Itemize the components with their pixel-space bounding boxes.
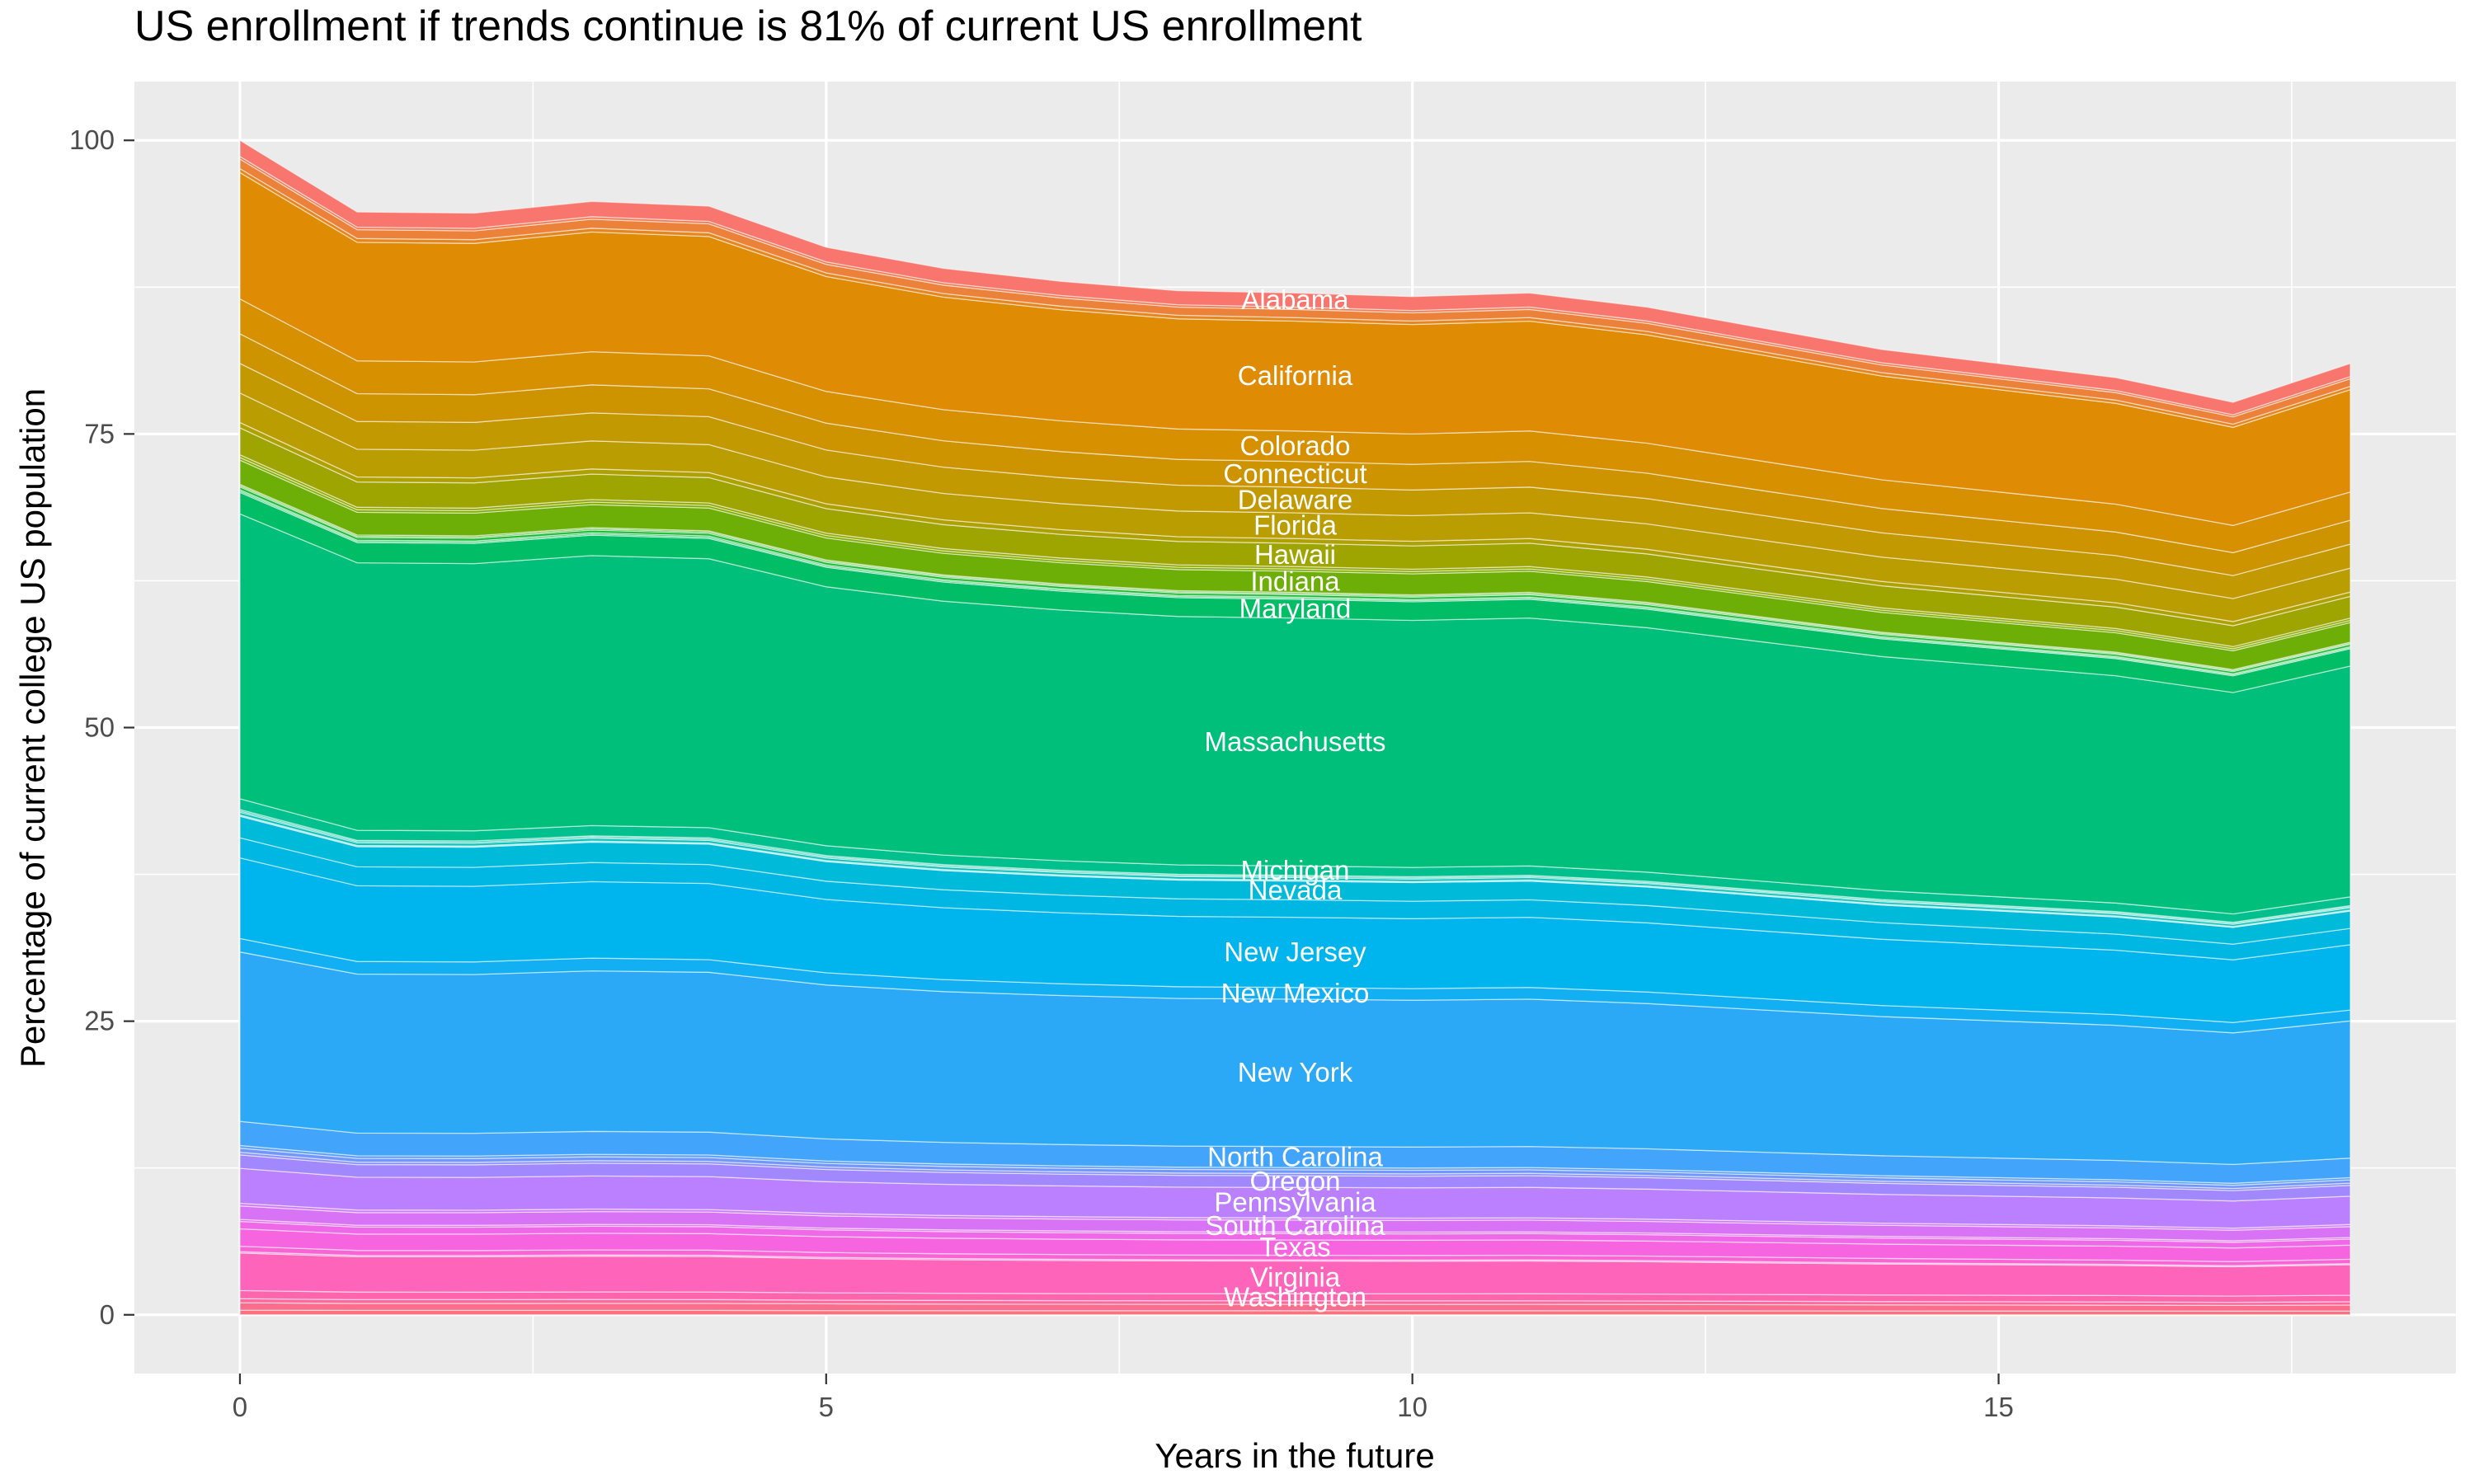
x-tick-label: 15 — [1983, 1392, 2014, 1422]
x-axis-title: Years in the future — [1155, 1436, 1435, 1475]
state-label-colorado: Colorado — [1240, 430, 1351, 461]
state-label-florida: Florida — [1253, 510, 1338, 541]
chart-title: US enrollment if trends continue is 81% … — [134, 2, 1362, 50]
state-label-california: California — [1238, 360, 1353, 391]
state-label-new-jersey: New Jersey — [1224, 937, 1366, 967]
state-label-nevada: Nevada — [1249, 875, 1343, 905]
state-label-connecticut: Connecticut — [1223, 458, 1366, 489]
state-label-alabama: Alabama — [1241, 284, 1349, 315]
state-label-pennsylvania: Pennsylvania — [1214, 1187, 1376, 1218]
state-label-indiana: Indiana — [1250, 566, 1340, 597]
y-tick-label: 50 — [84, 712, 115, 743]
state-label-maryland: Maryland — [1239, 593, 1352, 623]
state-label-michigan: Michigan — [1240, 855, 1349, 885]
y-tick-label: 0 — [100, 1299, 115, 1330]
state-label-washington: Washington — [1224, 1282, 1366, 1313]
state-label-north-carolina: North Carolina — [1207, 1141, 1383, 1172]
state-label-virginia: Virginia — [1250, 1261, 1341, 1292]
y-tick-label: 25 — [84, 1006, 115, 1036]
area-band-alabama — [239, 139, 2351, 416]
state-label-massachusetts: Massachusetts — [1204, 726, 1385, 757]
y-tick-label: 100 — [69, 124, 115, 155]
state-label-oregon: Oregon — [1249, 1166, 1340, 1196]
state-label-texas: Texas — [1259, 1232, 1330, 1262]
state-label-new-york: New York — [1238, 1057, 1353, 1087]
state-label-hawaii: Hawaii — [1254, 539, 1336, 570]
y-tick-label: 75 — [84, 418, 115, 448]
x-tick-label: 0 — [233, 1392, 247, 1422]
state-label-south-carolina: South Carolina — [1205, 1210, 1385, 1241]
state-label-new-mexico: New Mexico — [1221, 978, 1370, 1008]
x-tick-label: 10 — [1397, 1392, 1427, 1422]
x-tick-label: 5 — [819, 1392, 834, 1422]
state-label-delaware: Delaware — [1238, 484, 1352, 514]
